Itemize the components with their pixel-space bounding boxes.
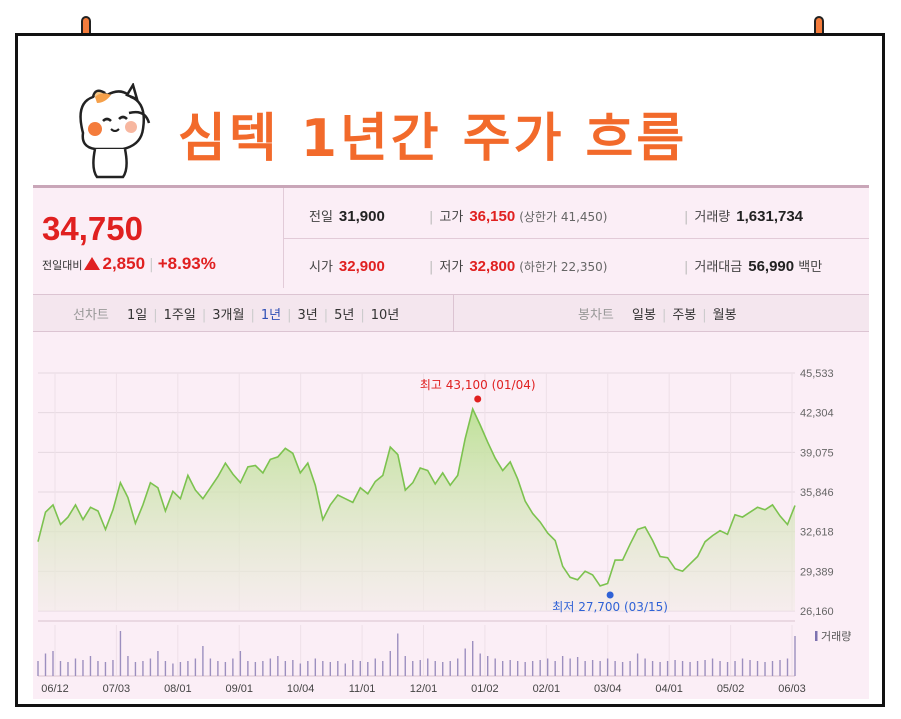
line-tab-0[interactable]: 1일 — [127, 308, 148, 323]
y-tick-3: 35,846 — [800, 487, 834, 499]
y-tick-2: 39,075 — [800, 447, 834, 459]
change-divider: | — [149, 257, 154, 273]
current-price: 34,750 — [42, 210, 143, 247]
x-tick-10: 04/01 — [655, 683, 683, 695]
chart-tabs: 선차트 1일 | 1주일 | 3개월 | 1년 | 3년 | 5년 | 10년 봉차트 일봉 | 주봉 | 월봉 — [33, 294, 869, 332]
stock-panel: 34,750 전일대비 2,850 | +8.93% 전일 31,900 | 고가 36,1… — [33, 185, 869, 699]
price-summary: 34,750 전일대비 2,850 | +8.93% — [33, 188, 284, 288]
line-divider: | — [323, 308, 329, 323]
price-line — [37, 406, 796, 587]
high-annotation: 최고 43,100 (01/04) — [420, 378, 536, 392]
line-divider: | — [360, 308, 365, 323]
x-tick-2: 08/01 — [164, 683, 192, 695]
stats-row-2: 시가 32,900 | 저가 32,800 (하한가 22,350) | 거래대금 56,9… — [284, 238, 869, 288]
stat-open: 시가 32,900 — [309, 258, 385, 275]
x-tick-9: 03/04 — [594, 683, 622, 695]
stat-prev-close: 전일 31,900 — [309, 208, 385, 225]
cat-mascot-icon — [79, 83, 151, 179]
x-tick-12: 06/03 — [778, 683, 806, 695]
line-divider: | — [153, 308, 158, 323]
line-divider: | — [250, 308, 255, 323]
stat-low: | 저가 32,800 (하한가 22,350) — [429, 258, 608, 275]
x-tick-11: 05/02 — [717, 683, 745, 695]
change-value: 2,850 — [102, 254, 146, 273]
candle-divider: | — [661, 308, 667, 323]
candle-tab-2[interactable]: 월봉 — [712, 308, 737, 323]
tabs-divider — [453, 295, 454, 331]
candle-divider: | — [702, 308, 707, 323]
line-divider: | — [201, 308, 207, 323]
candle-chart-label: 봉차트 — [578, 308, 614, 323]
high-marker — [474, 395, 482, 403]
price-area — [38, 409, 795, 611]
line-tab-5[interactable]: 5년 — [334, 308, 355, 323]
stat-value: | 거래대금 56,990 백만 — [684, 258, 823, 275]
quote-stats: 전일 31,900 | 고가 36,150 (상한가 41,450) | 거래량 1,631… — [284, 188, 869, 288]
line-tab-6[interactable]: 10년 — [370, 308, 400, 323]
change-label: 전일대비 — [42, 259, 83, 272]
x-tick-4: 10/04 — [287, 683, 315, 695]
line-chart-label: 선차트 — [73, 308, 109, 323]
stat-high: | 고가 36,150 (상한가 41,450) — [429, 208, 608, 225]
y-tick-4: 32,618 — [800, 527, 834, 539]
line-tab-1[interactable]: 1주일 — [163, 308, 196, 323]
up-triangle-icon — [84, 257, 101, 270]
candle-tab-0[interactable]: 일봉 — [632, 308, 656, 323]
y-tick-1: 42,304 — [800, 408, 834, 420]
x-tick-0: 06/12 — [41, 683, 69, 695]
x-tick-8: 02/01 — [533, 683, 561, 695]
candle-chart-tabs: 봉차트 일봉 | 주봉 | 월봉 — [578, 304, 737, 323]
x-tick-7: 01/02 — [471, 683, 499, 695]
page-title: 심텍 1년간 주가 흐름 — [178, 109, 688, 169]
line-tab-2[interactable]: 3개월 — [212, 308, 245, 323]
y-tick-0: 45,533 — [800, 368, 834, 380]
volume-legend-swatch — [815, 631, 818, 641]
x-tick-3: 09/01 — [225, 683, 253, 695]
y-tick-6: 26,160 — [800, 606, 834, 618]
stat-volume: | 거래량 1,631,734 — [684, 208, 804, 225]
candle-tab-1[interactable]: 주봉 — [672, 308, 697, 323]
line-divider: | — [287, 308, 292, 323]
change-percent: +8.93% — [157, 254, 216, 273]
x-tick-1: 07/03 — [103, 683, 131, 695]
stats-row-1: 전일 31,900 | 고가 36,150 (상한가 41,450) | 거래량 1,631… — [284, 188, 869, 239]
low-marker — [606, 591, 614, 599]
line-tab-4[interactable]: 3년 — [297, 308, 318, 323]
low-annotation: 최저 27,700 (03/15) — [552, 600, 668, 614]
volume-legend-label: 거래량 — [821, 630, 851, 643]
change-row: 전일대비 2,850 | +8.93% — [42, 254, 216, 274]
x-tick-6: 12/01 — [410, 683, 438, 695]
x-tick-5: 11/01 — [349, 683, 376, 695]
line-tab-3[interactable]: 1년 — [260, 308, 282, 323]
line-chart-tabs: 선차트 1일 | 1주일 | 3개월 | 1년 | 3년 | 5년 | 10년 — [73, 304, 399, 323]
y-tick-5: 29,389 — [800, 566, 834, 578]
